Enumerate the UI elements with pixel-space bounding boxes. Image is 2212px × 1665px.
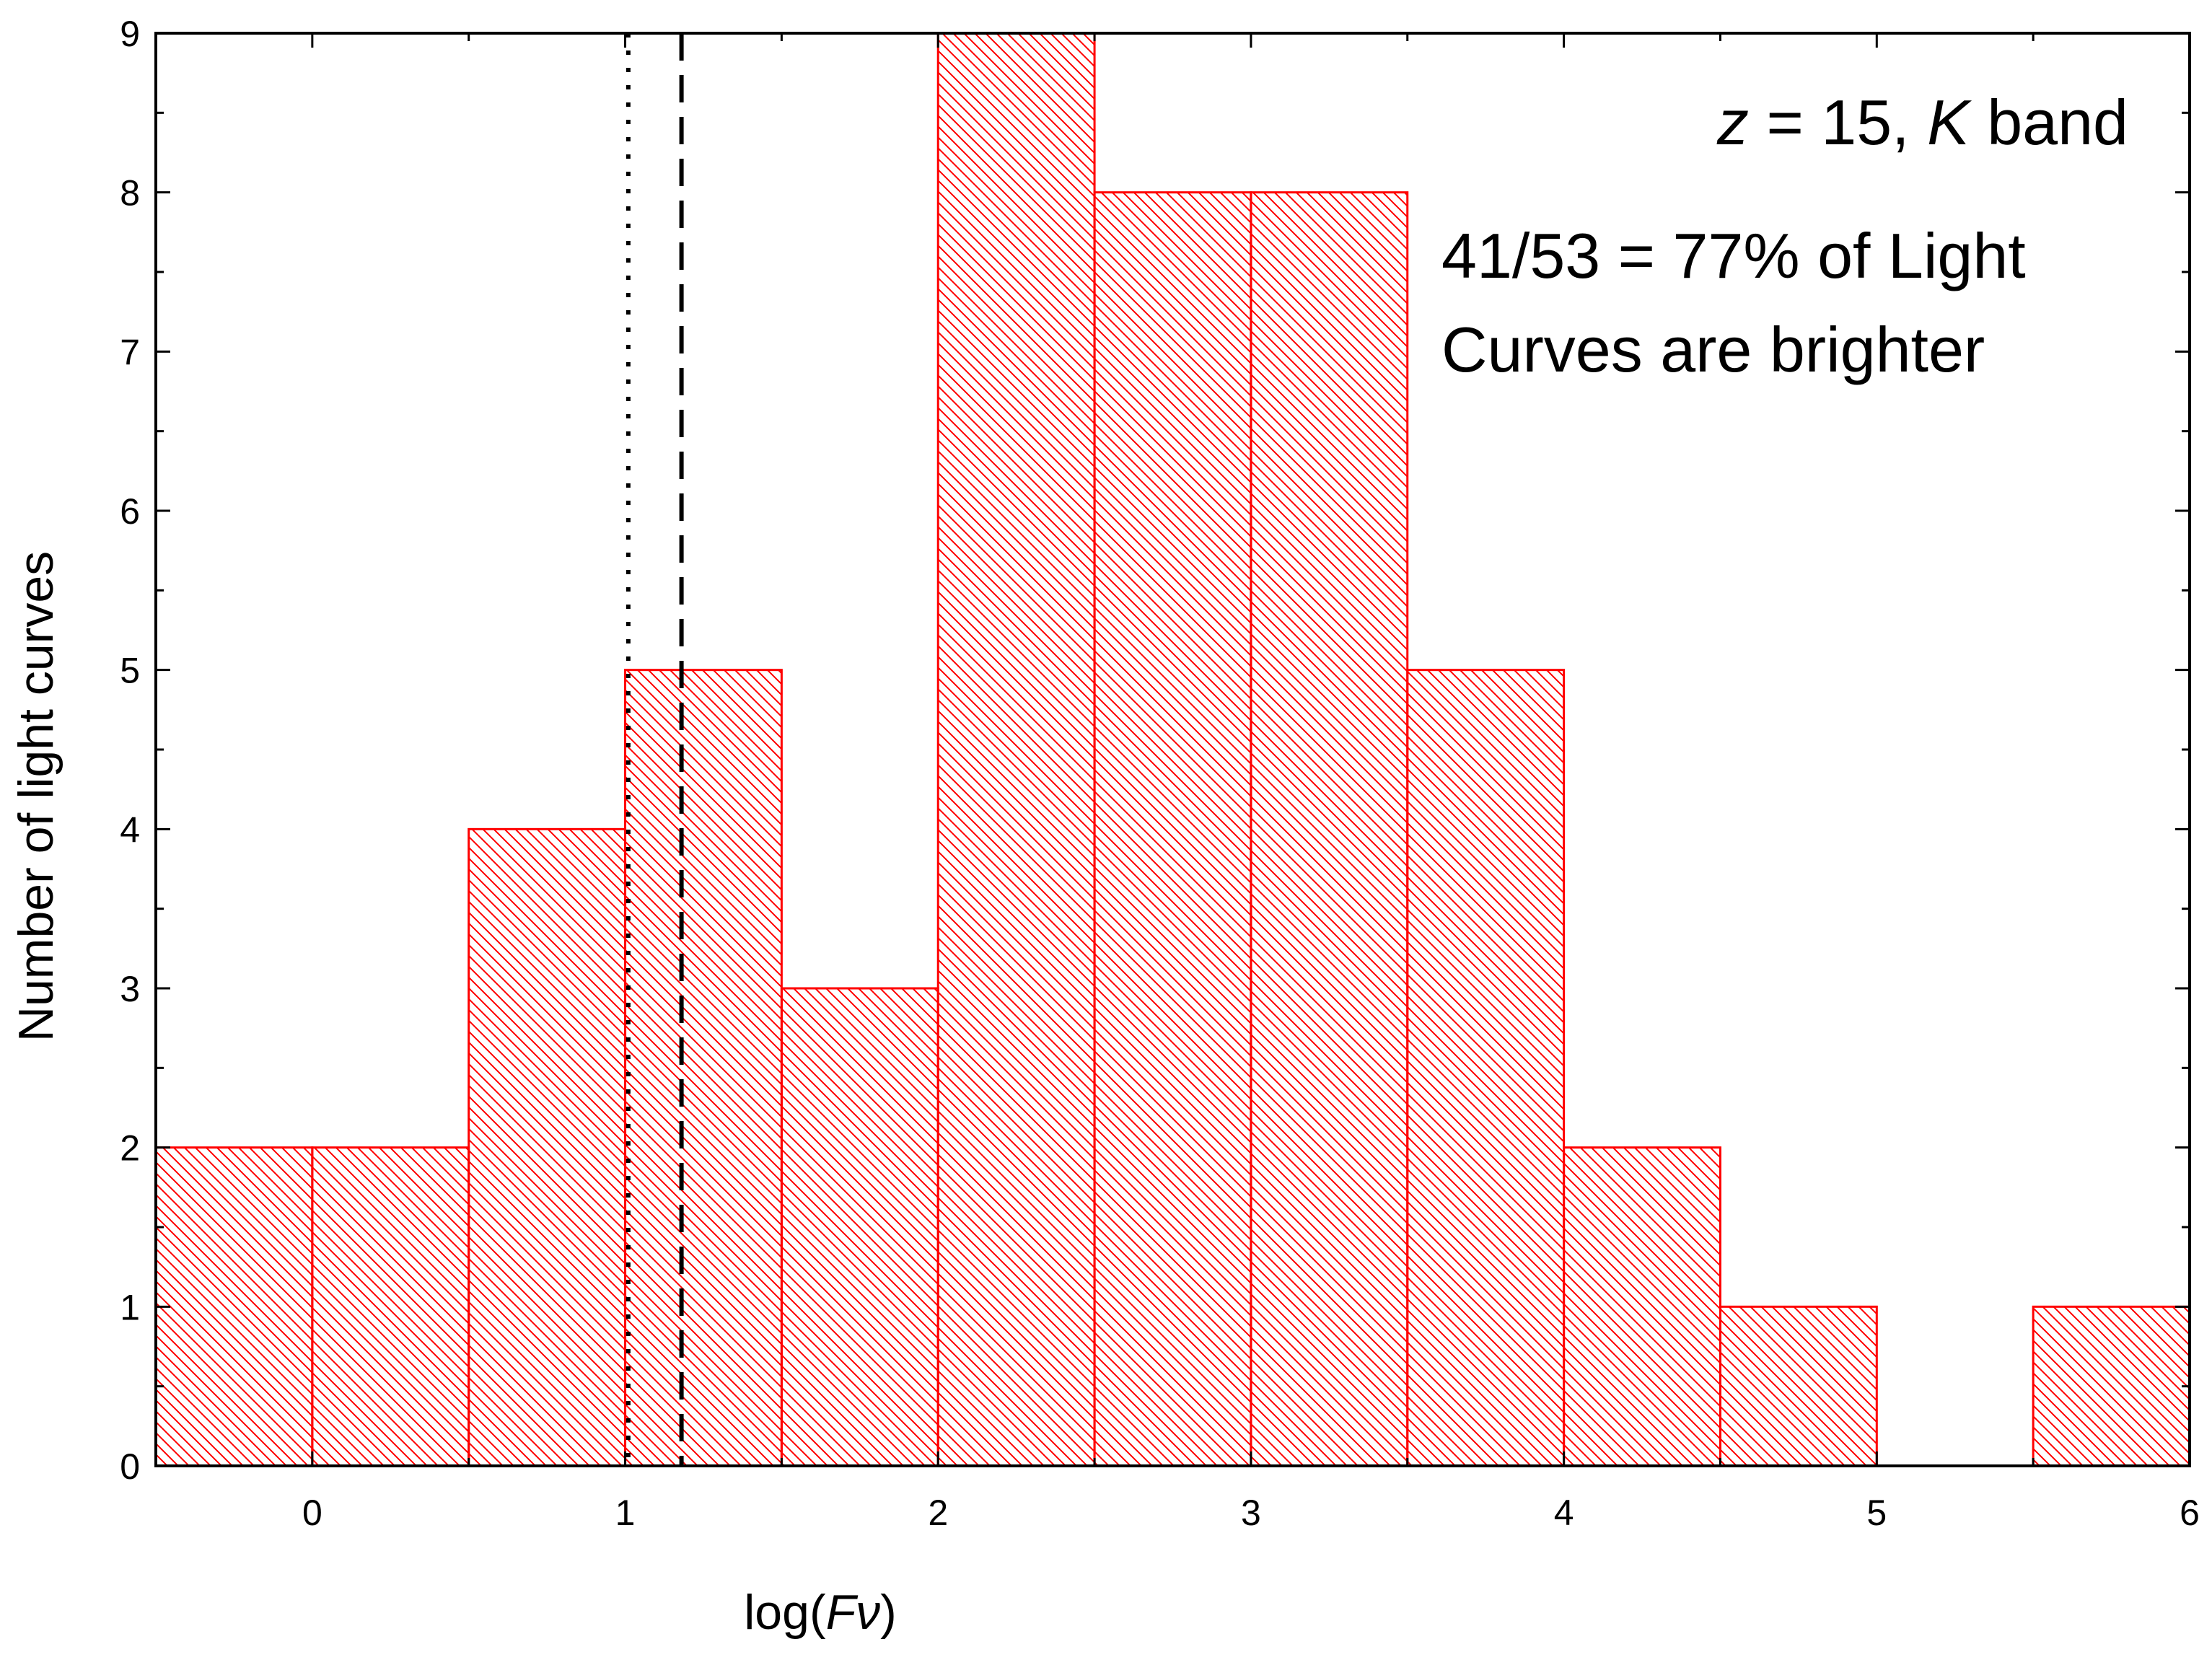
reference-lines-group bbox=[626, 33, 684, 1466]
x-tick-label: 1 bbox=[615, 1493, 636, 1533]
y-tick-label: 9 bbox=[120, 14, 140, 54]
histogram-bar-10 bbox=[1719, 1305, 1878, 1467]
x-tick-label: 4 bbox=[1554, 1493, 1574, 1533]
histogram-bar-3 bbox=[624, 669, 783, 1467]
histogram-bar-0 bbox=[154, 1146, 314, 1467]
x-tick-label: 5 bbox=[1866, 1493, 1887, 1533]
y-tick-label: 0 bbox=[120, 1446, 140, 1487]
y-tick-label: 2 bbox=[120, 1128, 140, 1169]
histogram-bar-1 bbox=[311, 1146, 470, 1467]
y-tick-label: 4 bbox=[120, 809, 140, 850]
histogram-bar-2 bbox=[468, 827, 627, 1467]
x-tick-label: 3 bbox=[1241, 1493, 1261, 1533]
histogram-bar-8 bbox=[1406, 669, 1566, 1467]
tick-labels-group: 0 1 2 3 4 5 6 0 1 2 3 4 5 6 7 8 9 bbox=[120, 14, 2200, 1533]
annotation-line-1: z = 15, K band bbox=[1716, 87, 2128, 158]
y-tick-label: 3 bbox=[120, 969, 140, 1009]
x-axis-title: log(Fν) bbox=[744, 1585, 897, 1640]
histogram-bar-5 bbox=[936, 32, 1096, 1467]
y-tick-label: 7 bbox=[120, 332, 140, 372]
y-tick-label: 8 bbox=[120, 173, 140, 214]
histogram-bar-6 bbox=[1093, 191, 1252, 1467]
x-tick-label: 6 bbox=[2180, 1493, 2200, 1533]
y-tick-label: 1 bbox=[120, 1287, 140, 1327]
histogram-bar-11 bbox=[2032, 1305, 2191, 1467]
histogram-bar-9 bbox=[1563, 1146, 1721, 1467]
ticks-group bbox=[154, 32, 2191, 1467]
y-tick-label: 6 bbox=[120, 491, 140, 532]
histogram-bar-4 bbox=[780, 987, 939, 1467]
y-tick-label: 5 bbox=[120, 651, 140, 691]
bars-group bbox=[154, 32, 2191, 1467]
annotation-line-2: 41/53 = 77% of Light bbox=[1441, 220, 2026, 291]
y-axis-title: Number of light curves bbox=[9, 551, 63, 1042]
histogram-bar-7 bbox=[1250, 191, 1409, 1467]
x-tick-label: 2 bbox=[928, 1493, 948, 1533]
x-tick-label: 0 bbox=[302, 1493, 322, 1533]
annotation-line-3: Curves are brighter bbox=[1441, 314, 1985, 385]
